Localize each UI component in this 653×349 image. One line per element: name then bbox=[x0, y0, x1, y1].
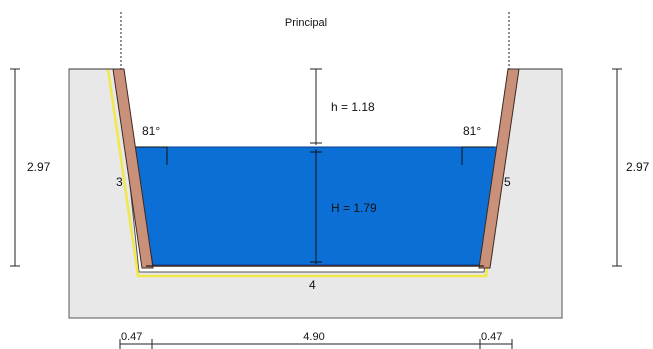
wall-right-id: 5 bbox=[504, 175, 511, 189]
depth-dimension-left bbox=[10, 68, 20, 267]
bottom-center-width-label: 4.90 bbox=[303, 331, 324, 343]
water-depth-label: H = 1.79 bbox=[331, 201, 377, 215]
left-wall bbox=[112, 68, 154, 269]
bottom-width-dimension bbox=[119, 339, 513, 349]
angle-marker-left bbox=[136, 146, 168, 165]
angle-label-right: 81° bbox=[463, 124, 481, 138]
bottom-left-width-label: 0.47 bbox=[121, 331, 142, 343]
diagram-title: Principal bbox=[285, 17, 327, 29]
depth-dimension-right bbox=[612, 68, 622, 267]
base-id: 4 bbox=[309, 278, 316, 292]
wall-left-id: 3 bbox=[116, 175, 123, 189]
depth-label-right: 2.97 bbox=[626, 160, 650, 174]
freeboard-label: h = 1.18 bbox=[331, 100, 375, 114]
bottom-right-width-label: 0.47 bbox=[481, 331, 502, 343]
water-depth-dimension bbox=[310, 149, 322, 264]
water-body bbox=[131, 146, 499, 266]
depth-label-left: 2.97 bbox=[27, 160, 51, 174]
angle-label-left: 81° bbox=[142, 124, 160, 138]
freeboard-dimension bbox=[310, 68, 322, 145]
angle-marker-right bbox=[461, 146, 494, 165]
